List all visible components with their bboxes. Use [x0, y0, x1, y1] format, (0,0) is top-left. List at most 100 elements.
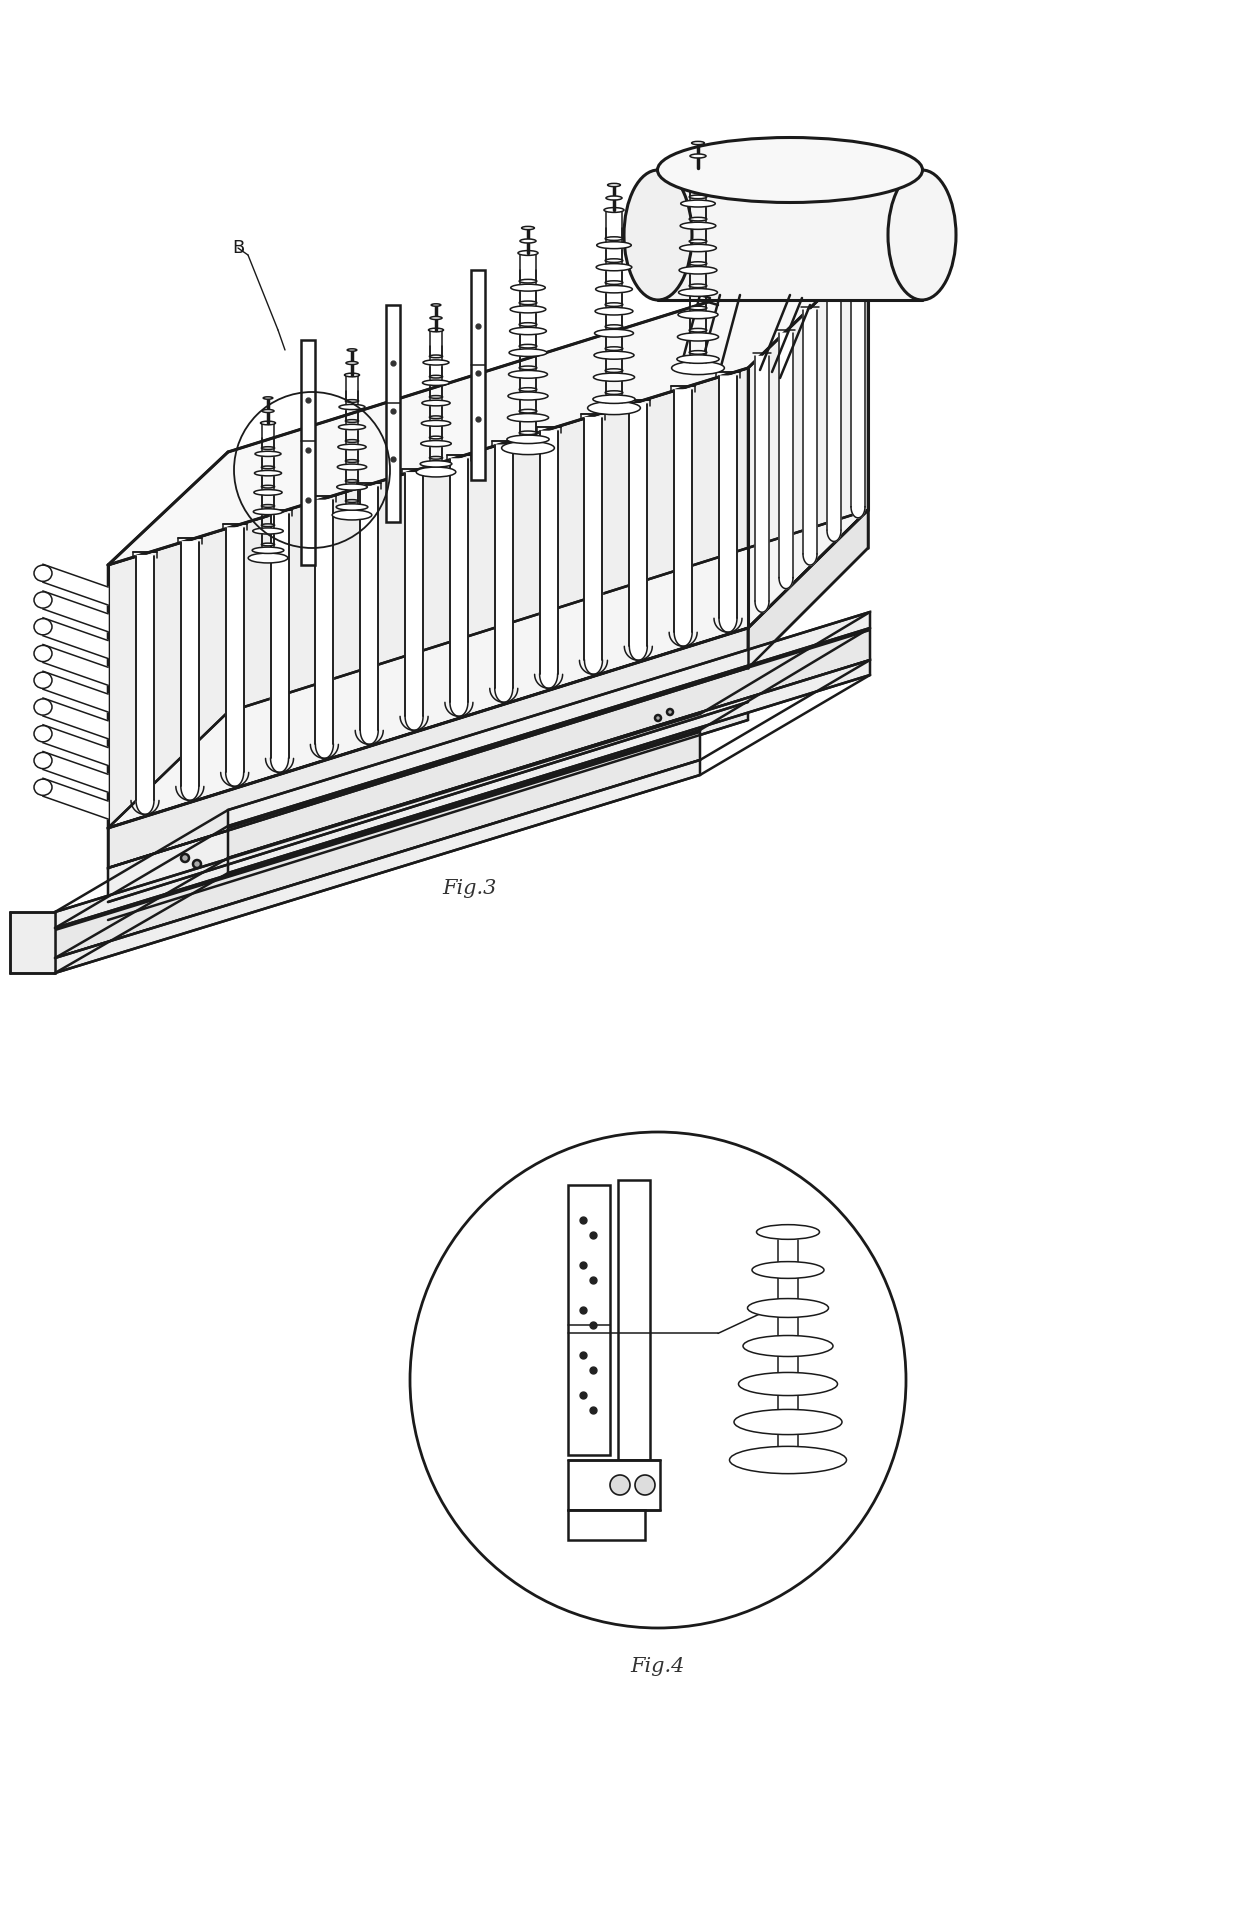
Ellipse shape — [751, 1261, 825, 1279]
Ellipse shape — [605, 324, 622, 328]
Polygon shape — [43, 672, 108, 712]
Polygon shape — [568, 1509, 645, 1540]
Ellipse shape — [429, 396, 443, 397]
Ellipse shape — [262, 505, 274, 507]
Polygon shape — [361, 486, 378, 745]
Ellipse shape — [347, 349, 357, 351]
Ellipse shape — [429, 374, 443, 378]
Ellipse shape — [507, 413, 548, 422]
Ellipse shape — [692, 142, 704, 144]
Ellipse shape — [346, 420, 358, 422]
Text: Fig.4: Fig.4 — [631, 1657, 686, 1676]
Ellipse shape — [262, 486, 274, 488]
Ellipse shape — [520, 301, 537, 305]
Ellipse shape — [336, 503, 368, 511]
Ellipse shape — [346, 361, 358, 365]
Ellipse shape — [337, 465, 367, 470]
Ellipse shape — [689, 351, 707, 355]
Ellipse shape — [520, 238, 536, 244]
Ellipse shape — [605, 259, 622, 263]
Polygon shape — [270, 515, 289, 772]
Ellipse shape — [432, 303, 440, 305]
Ellipse shape — [429, 436, 443, 440]
Ellipse shape — [33, 726, 52, 741]
Polygon shape — [748, 511, 868, 668]
Ellipse shape — [262, 543, 274, 545]
Ellipse shape — [729, 1446, 847, 1475]
Ellipse shape — [605, 392, 622, 394]
Ellipse shape — [518, 252, 538, 255]
Ellipse shape — [339, 405, 365, 409]
Ellipse shape — [332, 511, 372, 520]
Polygon shape — [779, 334, 794, 589]
Ellipse shape — [429, 417, 443, 419]
Ellipse shape — [594, 330, 634, 338]
Polygon shape — [748, 252, 868, 628]
Ellipse shape — [262, 467, 274, 468]
Polygon shape — [228, 660, 870, 874]
Ellipse shape — [429, 457, 443, 459]
Ellipse shape — [520, 323, 537, 326]
Ellipse shape — [346, 459, 358, 463]
Polygon shape — [301, 340, 315, 564]
Ellipse shape — [594, 372, 635, 382]
Polygon shape — [228, 630, 870, 858]
Ellipse shape — [255, 451, 281, 457]
Ellipse shape — [605, 303, 622, 307]
Polygon shape — [804, 309, 817, 564]
Circle shape — [181, 854, 188, 862]
Ellipse shape — [510, 326, 547, 334]
Polygon shape — [539, 432, 558, 687]
Ellipse shape — [33, 564, 52, 582]
Ellipse shape — [680, 244, 717, 252]
Ellipse shape — [346, 499, 358, 503]
Ellipse shape — [520, 344, 537, 348]
Ellipse shape — [422, 420, 450, 426]
Ellipse shape — [677, 355, 719, 363]
Ellipse shape — [508, 392, 548, 399]
Ellipse shape — [262, 524, 274, 526]
Ellipse shape — [422, 399, 450, 405]
Ellipse shape — [33, 645, 52, 662]
Polygon shape — [315, 501, 334, 758]
Ellipse shape — [33, 618, 52, 636]
Ellipse shape — [33, 753, 52, 768]
Ellipse shape — [688, 165, 708, 171]
Polygon shape — [719, 376, 737, 632]
Polygon shape — [108, 628, 748, 868]
Ellipse shape — [33, 672, 52, 689]
Ellipse shape — [888, 171, 956, 300]
Ellipse shape — [748, 1298, 828, 1317]
Circle shape — [193, 860, 201, 868]
Ellipse shape — [605, 348, 622, 349]
Ellipse shape — [681, 223, 715, 228]
Ellipse shape — [429, 355, 443, 357]
Polygon shape — [55, 760, 701, 973]
Polygon shape — [43, 751, 108, 793]
Ellipse shape — [417, 467, 456, 476]
Ellipse shape — [33, 591, 52, 609]
Ellipse shape — [262, 409, 274, 413]
Ellipse shape — [678, 311, 718, 319]
Polygon shape — [108, 668, 748, 902]
Polygon shape — [584, 417, 603, 674]
Ellipse shape — [605, 369, 622, 372]
Ellipse shape — [734, 1409, 842, 1434]
Ellipse shape — [254, 470, 281, 476]
Ellipse shape — [689, 196, 707, 198]
Polygon shape — [43, 618, 108, 659]
Ellipse shape — [689, 261, 707, 265]
Polygon shape — [108, 511, 868, 828]
Ellipse shape — [520, 430, 537, 434]
Text: B: B — [232, 238, 244, 257]
Ellipse shape — [511, 284, 546, 292]
Polygon shape — [55, 714, 701, 927]
Circle shape — [410, 1133, 906, 1628]
Ellipse shape — [595, 286, 632, 294]
Ellipse shape — [254, 490, 283, 495]
Ellipse shape — [756, 1225, 820, 1238]
Ellipse shape — [263, 397, 273, 399]
Ellipse shape — [689, 284, 707, 288]
Ellipse shape — [604, 207, 624, 213]
Ellipse shape — [423, 380, 450, 386]
